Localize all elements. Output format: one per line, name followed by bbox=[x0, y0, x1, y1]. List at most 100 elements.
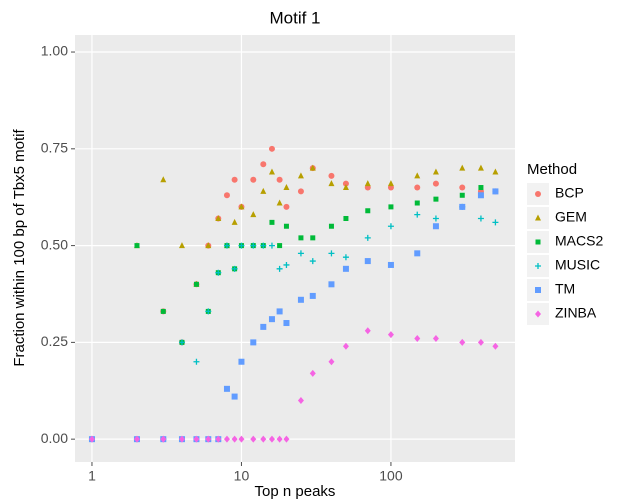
point bbox=[342, 265, 349, 272]
legend-title: Method bbox=[527, 161, 577, 178]
y-axis-label: Fraction within 100 bp of Tbx5 motif bbox=[11, 128, 28, 366]
legend-key bbox=[535, 239, 541, 245]
point bbox=[205, 308, 212, 315]
point bbox=[492, 342, 499, 350]
point bbox=[343, 215, 349, 221]
point bbox=[328, 180, 335, 187]
point bbox=[492, 188, 499, 195]
point bbox=[297, 250, 304, 257]
point bbox=[231, 218, 238, 225]
x-tick-label: 100 bbox=[379, 468, 403, 484]
point bbox=[459, 338, 466, 346]
legend-label: GEM bbox=[555, 209, 587, 225]
point bbox=[342, 254, 349, 261]
point bbox=[309, 292, 316, 299]
x-tick-label: 10 bbox=[234, 468, 250, 484]
point bbox=[231, 393, 238, 400]
point bbox=[387, 180, 394, 187]
point bbox=[297, 296, 304, 303]
point bbox=[276, 199, 283, 206]
y-tick-label: 0.50 bbox=[41, 236, 68, 252]
point bbox=[268, 168, 275, 175]
point bbox=[238, 435, 245, 443]
legend-key bbox=[535, 287, 541, 293]
point bbox=[178, 435, 185, 443]
point bbox=[283, 320, 290, 327]
point bbox=[342, 180, 349, 187]
point bbox=[459, 164, 466, 171]
point bbox=[477, 215, 484, 222]
point bbox=[477, 164, 484, 171]
legend-key bbox=[535, 191, 541, 197]
point bbox=[310, 235, 316, 241]
y-tick-label: 1.00 bbox=[41, 43, 68, 59]
point bbox=[414, 335, 421, 343]
point bbox=[215, 214, 222, 221]
legend-label: MUSIC bbox=[555, 257, 600, 273]
point bbox=[459, 192, 465, 198]
point bbox=[309, 164, 316, 171]
point bbox=[260, 187, 267, 194]
point bbox=[88, 435, 95, 443]
point bbox=[250, 242, 257, 249]
point bbox=[309, 369, 316, 377]
point bbox=[283, 261, 290, 268]
point bbox=[134, 243, 140, 249]
point bbox=[297, 172, 304, 179]
point bbox=[328, 223, 334, 229]
point bbox=[478, 185, 484, 191]
point bbox=[231, 265, 238, 272]
point bbox=[231, 176, 238, 183]
point bbox=[328, 250, 335, 257]
point bbox=[215, 269, 222, 276]
point bbox=[459, 184, 466, 191]
point bbox=[250, 211, 257, 218]
point bbox=[328, 172, 335, 179]
point bbox=[328, 281, 335, 288]
x-tick-label: 1 bbox=[88, 468, 96, 484]
point bbox=[268, 435, 275, 443]
point bbox=[298, 235, 304, 241]
point bbox=[433, 196, 439, 202]
point bbox=[250, 339, 257, 346]
point bbox=[223, 435, 230, 443]
point bbox=[388, 204, 394, 210]
point bbox=[269, 219, 275, 225]
point bbox=[414, 184, 421, 191]
point bbox=[432, 335, 439, 343]
legend-key bbox=[535, 310, 541, 318]
point bbox=[477, 192, 484, 199]
panel bbox=[75, 35, 515, 462]
point bbox=[414, 172, 421, 179]
point bbox=[492, 168, 499, 175]
legend-label: BCP bbox=[555, 185, 584, 201]
point bbox=[432, 180, 439, 187]
legend-key bbox=[535, 263, 541, 269]
point bbox=[193, 435, 200, 443]
y-tick-label: 0.00 bbox=[41, 430, 68, 446]
point bbox=[193, 358, 200, 365]
point bbox=[178, 242, 185, 249]
point bbox=[178, 339, 185, 346]
point bbox=[276, 435, 283, 443]
chart-title: Motif 1 bbox=[269, 8, 320, 27]
point bbox=[342, 342, 349, 350]
point bbox=[250, 176, 257, 183]
point bbox=[238, 242, 245, 249]
point bbox=[205, 242, 212, 249]
x-axis-label: Top n peaks bbox=[255, 483, 336, 500]
legend-label: ZINBA bbox=[555, 305, 597, 321]
point bbox=[432, 223, 439, 230]
point bbox=[277, 243, 283, 249]
point bbox=[215, 435, 222, 443]
legend-label: TM bbox=[555, 281, 575, 297]
point bbox=[205, 435, 212, 443]
point bbox=[283, 184, 290, 191]
point bbox=[231, 435, 238, 443]
point bbox=[268, 242, 275, 249]
point bbox=[492, 219, 499, 226]
point bbox=[268, 145, 275, 152]
point bbox=[260, 323, 267, 330]
legend-label: MACS2 bbox=[555, 233, 603, 249]
